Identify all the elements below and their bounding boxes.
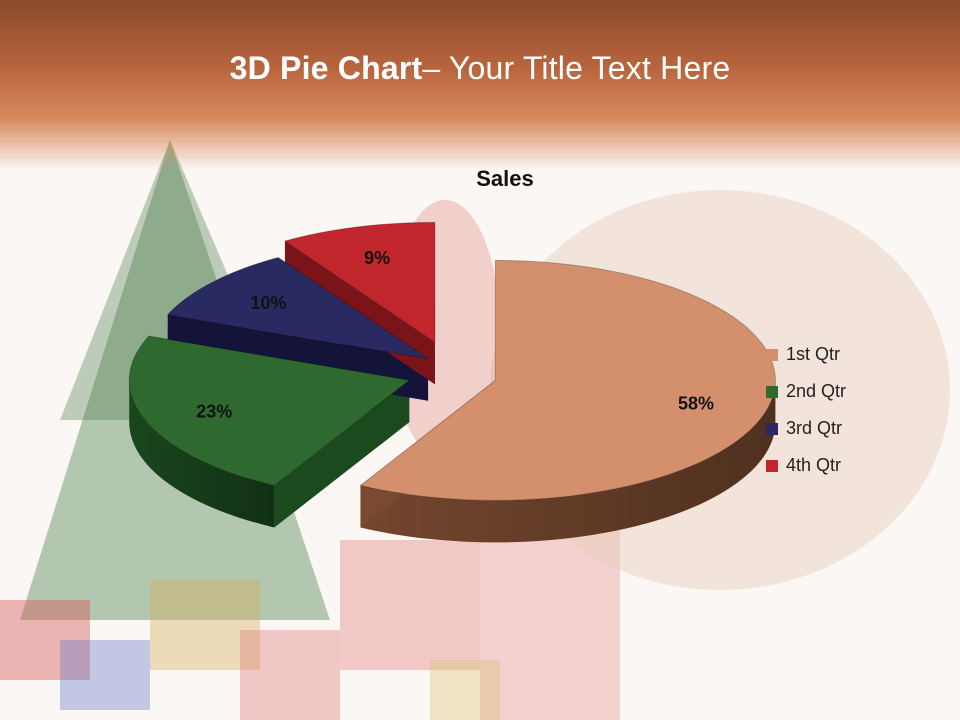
legend-label-4: 4th Qtr <box>786 455 842 475</box>
legend-label-1: 1st Qtr <box>786 344 841 364</box>
legend-swatch-2 <box>766 385 778 398</box>
slide-title-bold: 3D Pie Chart <box>229 50 423 86</box>
pie-data-label-1: 58% <box>678 393 714 413</box>
legend-item-3: 3rd Qtr <box>766 410 846 447</box>
legend-label-2: 2nd Qtr <box>786 381 847 401</box>
pie-slice-4 <box>283 221 436 344</box>
legend-item-1: 1st Qtr <box>766 336 846 373</box>
gift-box-shape <box>0 600 90 680</box>
legend-label-3: 3rd Qtr <box>786 418 843 438</box>
pie-slice-1 <box>359 259 776 501</box>
slide-title: 3D Pie Chart– Your Title Text Here <box>0 50 960 87</box>
chart-title: Sales <box>476 166 534 191</box>
legend-item-2: 2nd Qtr <box>766 373 846 410</box>
chart-legend: 1st Qtr 2nd Qtr 3rd Qtr 4th Qtr <box>766 336 846 484</box>
pie-slice-2 <box>128 335 411 486</box>
slide-header <box>0 0 960 170</box>
legend-swatch-1 <box>766 348 778 361</box>
pie-data-label-2: 23% <box>196 401 232 421</box>
pie-slice-3 <box>166 256 429 360</box>
legend-swatch-4 <box>766 459 778 472</box>
legend-swatch-3 <box>766 422 778 435</box>
pie-slice-cut-2-1 <box>274 380 410 528</box>
pie-data-label-3: 10% <box>250 293 286 313</box>
legend-item-4: 4th Qtr <box>766 447 846 484</box>
pie-data-label-4: 9% <box>364 248 390 268</box>
slide-title-rest: – Your Title Text Here <box>422 50 731 86</box>
